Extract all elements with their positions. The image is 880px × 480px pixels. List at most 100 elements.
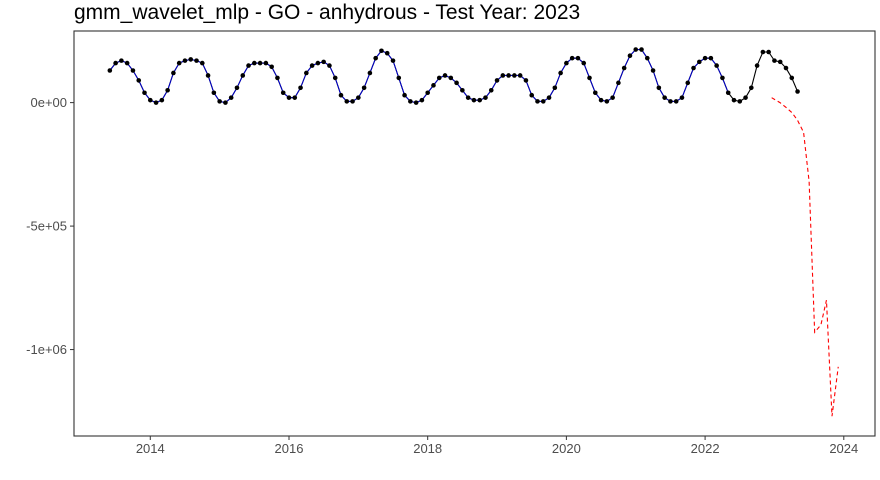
forecast-series-line (771, 97, 839, 417)
plot-panel-background (74, 31, 875, 436)
actual-data-point (130, 68, 136, 73)
actual-data-point (252, 60, 257, 66)
actual-data-point (777, 59, 783, 65)
actual-data-point (783, 65, 789, 71)
actual-data-point (159, 97, 165, 103)
actual-data-point (124, 60, 130, 66)
actual-data-point (679, 95, 685, 100)
actual-data-point (402, 92, 407, 98)
actual-data-point (176, 60, 182, 66)
actual-data-point (673, 99, 679, 104)
actual-data-point (182, 58, 188, 63)
actual-data-point (234, 85, 240, 91)
actual-data-point (488, 87, 494, 93)
actual-data-point (263, 60, 269, 66)
actual-data-point (471, 97, 477, 103)
actual-data-point (737, 99, 743, 104)
actual-data-point (217, 99, 222, 104)
actual-data-point (512, 73, 517, 78)
actual-data-point (454, 80, 459, 86)
actual-data-point (685, 80, 691, 86)
actual-data-point (147, 97, 153, 103)
actual-data-point (384, 50, 390, 56)
actual-data-point (621, 65, 627, 71)
actual-data-point (604, 99, 610, 104)
actual-data-point (569, 55, 575, 61)
actual-data-point (460, 87, 465, 93)
actual-data-point (483, 95, 488, 100)
actual-data-point (113, 60, 118, 66)
actual-data-point (356, 95, 361, 100)
actual-data-point (725, 90, 731, 96)
y-tick-label: -5e+05 (26, 219, 67, 234)
actual-data-point (436, 75, 442, 81)
actual-data-point (639, 47, 644, 52)
actual-data-point (720, 75, 725, 81)
x-tick-label: 2020 (552, 441, 581, 456)
actual-data-point (564, 60, 569, 66)
actual-data-point (309, 63, 315, 68)
actual-data-point (616, 80, 621, 86)
actual-data-point (523, 78, 529, 83)
actual-data-point (540, 99, 546, 104)
x-tick-label: 2024 (829, 441, 858, 456)
x-tick-label: 2022 (691, 441, 720, 456)
actual-data-point (552, 85, 558, 91)
actual-data-point (546, 95, 552, 100)
y-tick-label: -1e+06 (26, 342, 67, 357)
actual-data-point (592, 90, 598, 96)
actual-data-point (280, 90, 286, 96)
actual-data-point (529, 92, 535, 98)
actual-data-point (332, 75, 338, 81)
plot-series (107, 47, 839, 417)
actual-data-point (246, 63, 251, 68)
actual-data-point (211, 90, 217, 96)
actual-data-point (442, 73, 448, 78)
actual-data-point (408, 99, 413, 104)
actual-data-point (379, 48, 384, 54)
actual-data-point (188, 57, 194, 62)
actual-data-point (228, 95, 234, 100)
plot-panel-border (73, 30, 876, 437)
actual-data-point (662, 95, 667, 100)
actual-data-point (136, 78, 142, 83)
actual-data-point (321, 59, 326, 65)
actual-data-point (702, 55, 708, 61)
actual-data-point (633, 47, 639, 52)
actual-data-point (200, 60, 205, 66)
x-tick-label: 2018 (413, 441, 442, 456)
actual-data-point (708, 55, 714, 61)
actual-data-point (731, 97, 737, 103)
actual-data-point (754, 63, 760, 68)
actual-data-point (107, 68, 113, 73)
y-axis: 0e+00 -5e+05 -1e+06 (26, 95, 74, 357)
actual-data-point (795, 89, 800, 94)
actual-data-point (477, 97, 483, 103)
actual-data-point (171, 70, 176, 76)
actual-data-point (627, 53, 633, 58)
actual-data-point (304, 70, 309, 76)
actual-data-point (558, 70, 563, 76)
actual-data-point (142, 90, 147, 96)
actual-data-point (581, 60, 587, 66)
actual-data-point (119, 58, 124, 63)
actual-data-point (205, 73, 211, 78)
actual-data-point (760, 49, 766, 55)
actual-data-point (465, 95, 471, 100)
actual-data-point (419, 97, 425, 103)
actual-data-point (714, 63, 719, 68)
actual-data-point (425, 90, 430, 96)
actual-data-point (367, 70, 373, 76)
actual-data-point (587, 75, 592, 81)
actual-data-point (772, 58, 777, 63)
actual-data-point (500, 73, 506, 78)
actual-data-point (413, 100, 419, 105)
actual-data-point (656, 85, 662, 91)
actual-data-point (598, 97, 604, 103)
actual-data-point (344, 99, 350, 104)
actual-data-point (327, 63, 332, 68)
actual-data-point (517, 73, 523, 78)
actual-data-point (506, 73, 511, 78)
actual-data-point (766, 49, 771, 55)
